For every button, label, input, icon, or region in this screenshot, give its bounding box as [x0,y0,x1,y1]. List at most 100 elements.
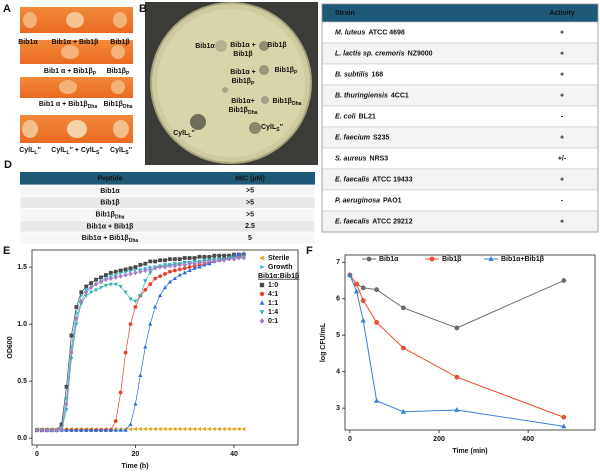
strain-id: NRS3 [370,155,389,162]
marker [138,262,143,267]
dish-label: CylLS″ [261,124,284,133]
marker [172,263,177,269]
peptide-cell: Bib1α + Bib1β [87,223,135,230]
marker [113,269,118,274]
activity-cell: + [560,176,564,183]
subscript: L [188,133,191,139]
y-axis-label: log CFU/mL [320,322,327,362]
marker [217,257,222,263]
marker [93,288,99,293]
header-cell: Activity [549,10,574,17]
legend-label: 1:4 [268,309,278,316]
marker [138,426,142,432]
marker [84,427,89,432]
strip-label: CylLL″ + CylLS″ [51,147,103,156]
dish-label: Bib1β [233,51,253,58]
marker [231,426,236,432]
marker [93,281,99,287]
marker [133,299,138,304]
marker [147,426,152,432]
text-part: ″ + CylL [70,147,97,154]
x-tick-label: 0 [35,451,39,458]
legend-label: Growth [268,264,293,271]
activity-cell: +/- [558,155,567,162]
table-row [19,231,316,245]
marker [69,350,74,356]
marker [84,294,89,298]
marker [138,294,143,298]
marker [54,427,59,433]
marker [143,288,148,292]
marker [148,321,153,326]
text-part: Bib1β [229,107,249,114]
subscript: L [34,150,37,156]
header-cell: MIC (μM) [235,175,265,182]
marker [128,271,133,277]
marker [98,427,104,432]
table-header [20,172,315,185]
panel-b-image [145,2,318,165]
marker [162,426,167,432]
marker [118,273,123,279]
marker [108,427,113,432]
series-line [349,274,565,329]
strip-label: CylLS″ [110,147,133,156]
marker [172,268,177,273]
marker [192,256,197,260]
dish-label: Bib1βDha [229,107,258,116]
marker [561,278,567,283]
strain-id: BL21 [359,113,376,120]
dish-label: Bib1βDha [273,98,302,107]
marker [79,302,84,306]
subscript: Dha [129,238,139,244]
subscript: P [294,70,298,76]
marker [207,254,212,259]
marker [216,426,221,432]
panel-a-image [20,7,133,143]
marker [374,320,380,325]
text-part: Bib1α [195,43,215,50]
y-tick-label: 7 [336,259,340,266]
marker [157,426,162,432]
strain-id: ATCC 19433 [372,176,412,183]
marker [222,257,227,263]
strain-id: 168 [371,71,383,78]
strip-label: Bib1β [110,39,130,46]
marker [182,262,187,268]
text-part: Bib1β [96,211,116,218]
text-part: Bib1 α + Bib1β [39,101,89,108]
table-header [322,4,598,22]
strip-label: Bib1 α + Bib1βP [44,68,97,77]
marker [98,286,104,290]
strain-id: S235 [373,134,389,141]
strain-cell: S. aureus NRS3 [335,155,388,162]
marker [202,426,206,432]
marker [157,264,163,270]
marker [211,426,216,432]
marker [133,401,138,406]
marker [128,422,133,426]
marker [133,270,138,276]
legend-marker [259,300,265,305]
marker [182,266,187,271]
marker [162,264,168,270]
text-part: Bib1α [18,39,38,46]
marker [103,283,108,288]
plot-frame [344,254,596,431]
legend-marker [259,291,265,297]
marker [148,282,153,287]
marker [74,315,79,321]
marker [374,287,380,293]
marker [157,293,163,298]
subscript: Dha [248,110,258,116]
y-tick-label: 4 [336,369,340,376]
table-row [19,196,316,210]
marker [167,426,172,432]
marker [89,290,94,295]
marker [84,284,89,289]
table-border [321,3,599,233]
legend-marker [259,282,265,288]
text-part: Bib1α + [230,42,256,49]
text-part: CylL [261,124,277,131]
legend-label: Bib1α+Bib1β [501,256,545,263]
